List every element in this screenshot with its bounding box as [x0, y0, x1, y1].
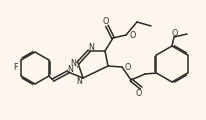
Text: N: N	[67, 65, 73, 73]
Text: N: N	[88, 42, 94, 51]
Text: O: O	[130, 30, 136, 39]
Text: F: F	[13, 63, 17, 72]
Text: O: O	[136, 89, 142, 97]
Text: O: O	[103, 18, 109, 27]
Text: O: O	[125, 63, 131, 72]
Text: N: N	[76, 77, 82, 85]
Text: ,: ,	[76, 60, 78, 69]
Text: N: N	[70, 59, 76, 67]
Text: O: O	[172, 29, 178, 37]
